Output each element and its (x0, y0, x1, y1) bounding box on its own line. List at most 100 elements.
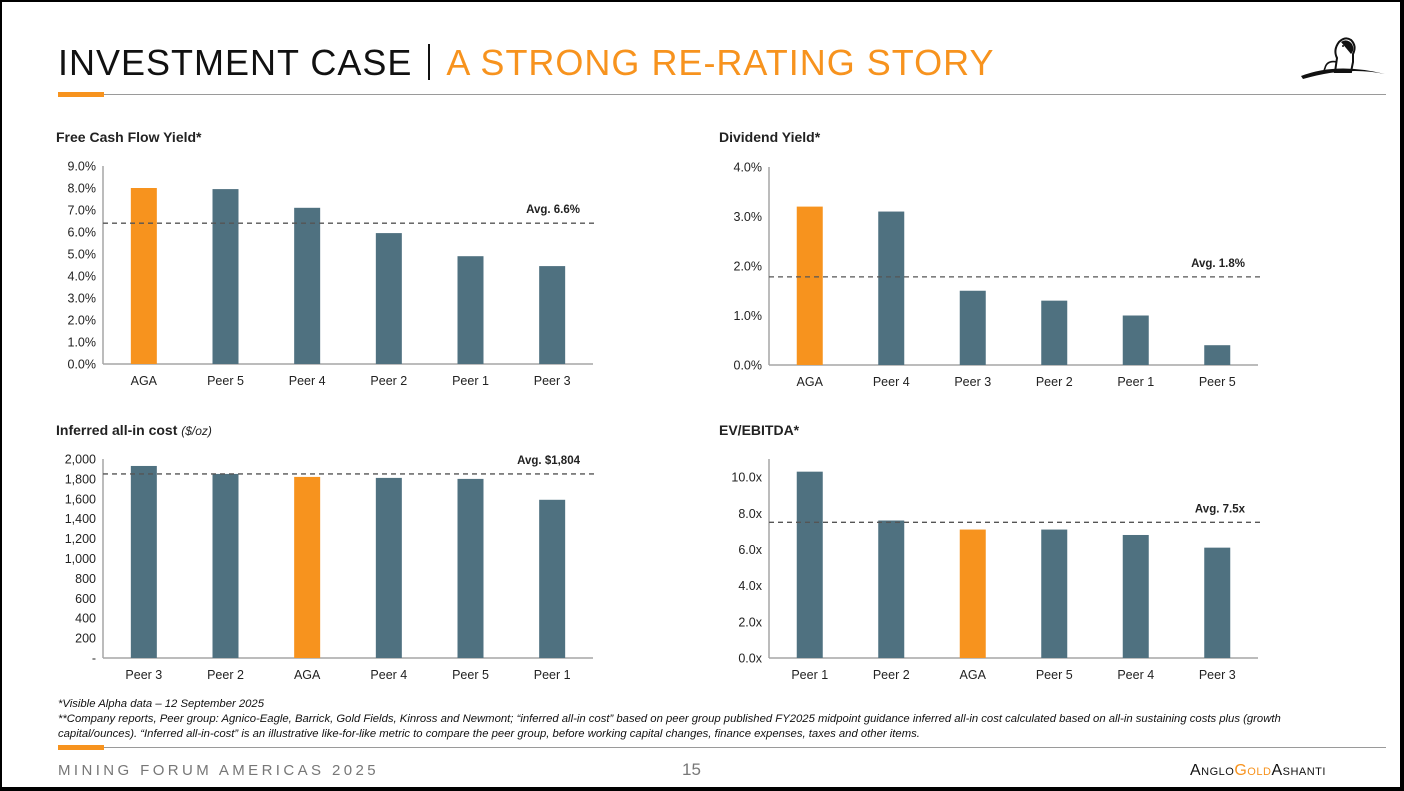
x-tick-label: Peer 2 (873, 668, 910, 682)
bar-peer-4 (294, 207, 321, 364)
y-tick-label: 1,400 (65, 512, 96, 526)
bar-peer-4 (878, 211, 905, 365)
x-tick-label: Peer 1 (534, 668, 571, 682)
average-label: Avg. 7.5x (1195, 503, 1246, 515)
y-tick-label: 1,600 (65, 492, 96, 506)
footer-divider (58, 747, 1386, 748)
bar-peer-3 (130, 465, 157, 658)
chart-title-ev: EV/EBITDA* (719, 422, 800, 438)
y-tick-label: 4.0x (738, 579, 762, 593)
x-tick-label: Peer 4 (370, 668, 407, 682)
chart-title-aic: Inferred all-in cost ($/oz) (56, 422, 212, 438)
page-title: INVESTMENT CASE A STRONG RE-RATING STORY (58, 42, 994, 84)
x-tick-label: Peer 5 (452, 668, 489, 682)
y-tick-label: 0.0% (734, 359, 763, 373)
y-tick-label: 800 (75, 572, 96, 586)
y-tick-label: 400 (75, 612, 96, 626)
y-tick-label: 10.0x (731, 471, 762, 485)
bar-peer-1 (796, 471, 823, 658)
bar-peer-5 (1204, 345, 1231, 365)
y-tick-label: 8.0x (738, 507, 762, 521)
y-tick-label: 1,800 (65, 472, 96, 486)
bar-peer-5 (212, 189, 239, 364)
page-number: 15 (682, 760, 701, 779)
x-tick-label: Peer 3 (125, 668, 162, 682)
chart-title-aic-text: Inferred all-in cost (56, 422, 178, 438)
x-tick-label: AGA (960, 668, 987, 682)
x-tick-label: AGA (131, 374, 158, 388)
y-tick-label: 7.0% (68, 204, 97, 218)
brand-gold: Gold (1234, 762, 1272, 779)
x-tick-label: Peer 1 (1117, 375, 1154, 389)
y-tick-label: 8.0% (68, 182, 97, 196)
y-tick-label: 2.0x (738, 615, 762, 629)
y-tick-label: 600 (75, 592, 96, 606)
brand-wordmark: AngloGoldAshanti (1190, 762, 1326, 780)
header-divider-accent (58, 92, 104, 97)
y-tick-label: 1.0% (734, 309, 763, 323)
title-separator (428, 44, 431, 80)
y-tick-label: 2,000 (65, 453, 96, 467)
x-tick-label: Peer 2 (1036, 375, 1073, 389)
y-tick-label: 6.0x (738, 543, 762, 557)
chart-title-fcf: Free Cash Flow Yield* (56, 129, 202, 145)
y-tick-label: 1.0% (68, 336, 97, 350)
bar-peer-3 (1204, 547, 1231, 658)
bar-aga (959, 529, 986, 658)
footnotes: *Visible Alpha data – 12 September 2025 … (58, 697, 1358, 742)
bar-aga (294, 476, 321, 658)
bar-peer-3 (539, 266, 566, 364)
bar-peer-5 (457, 478, 484, 658)
x-tick-label: Peer 4 (873, 375, 910, 389)
brand-ashanti: Ashanti (1271, 762, 1326, 779)
y-tick-label: 2.0% (734, 260, 763, 274)
bar-peer-2 (878, 520, 905, 658)
y-tick-label: 4.0% (734, 161, 763, 175)
y-tick-label: 5.0% (68, 248, 97, 262)
bar-peer-5 (1041, 529, 1068, 658)
y-tick-label: 6.0% (68, 226, 97, 240)
bar-peer-2 (375, 233, 402, 364)
y-tick-label: 3.0% (68, 292, 97, 306)
footer-divider-accent (58, 745, 104, 750)
footnote-1: *Visible Alpha data – 12 September 2025 (58, 698, 265, 710)
y-tick-label: 1,200 (65, 532, 96, 546)
event-name: MINING FORUM AMERICAS 2025 (58, 762, 379, 779)
average-label: Avg. 1.8% (1191, 258, 1245, 270)
x-tick-label: Peer 5 (1036, 668, 1073, 682)
bar-peer-3 (959, 290, 986, 365)
x-tick-label: Peer 3 (954, 375, 991, 389)
x-tick-label: Peer 1 (452, 374, 489, 388)
title-main: INVESTMENT CASE (58, 42, 413, 83)
x-tick-label: Peer 2 (207, 668, 244, 682)
average-label: Avg. $1,804 (517, 455, 580, 467)
y-tick-label: 3.0% (734, 210, 763, 224)
average-label: Avg. 6.6% (526, 204, 580, 216)
header-divider (58, 94, 1386, 95)
bar-peer-2 (212, 473, 239, 658)
y-tick-label: 200 (75, 632, 96, 646)
x-tick-label: Peer 1 (791, 668, 828, 682)
x-tick-label: Peer 4 (1117, 668, 1154, 682)
y-tick-label: 0.0% (68, 358, 97, 372)
x-tick-label: Peer 5 (1199, 375, 1236, 389)
bar-peer-4 (1122, 534, 1149, 658)
y-tick-label: 4.0% (68, 270, 97, 284)
chart-title-div: Dividend Yield* (719, 129, 821, 145)
bar-peer-2 (1041, 300, 1068, 365)
lion-logo-icon (1301, 37, 1385, 79)
x-tick-label: Peer 3 (1199, 668, 1236, 682)
y-tick-label: 1,000 (65, 552, 96, 566)
bar-aga (796, 206, 823, 365)
bar-peer-4 (375, 477, 402, 658)
x-tick-label: AGA (294, 668, 321, 682)
footnote-2: **Company reports, Peer group: Agnico-Ea… (58, 713, 1281, 740)
bar-peer-1 (539, 499, 566, 658)
bar-peer-1 (457, 256, 484, 364)
title-accent: A STRONG RE-RATING STORY (446, 42, 995, 83)
